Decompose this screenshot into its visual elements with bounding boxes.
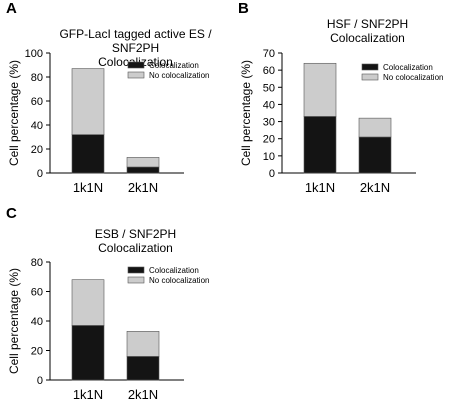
legend-swatch [127, 266, 145, 274]
y-tick-label: 70 [263, 48, 275, 60]
bar-segment-colocalization [71, 134, 105, 174]
x-tick-label: 1k1N [305, 180, 335, 195]
x-tick-label: 2k1N [360, 180, 390, 195]
legend-label: Colocalization [383, 63, 433, 72]
y-tick-label: 60 [31, 96, 43, 108]
bar-segment-no-colocalization [126, 331, 160, 357]
y-axis-label: Cell percentage (%) [7, 60, 21, 166]
panel-letter: A [6, 0, 17, 17]
y-tick-label: 40 [31, 316, 43, 328]
bar-segment-colocalization [126, 356, 160, 381]
chart-title: HSF / SNF2PH Colocalization [272, 17, 463, 45]
y-tick-label: 40 [263, 99, 275, 111]
y-axis-label: Cell percentage (%) [7, 268, 21, 374]
legend-swatch [127, 276, 145, 284]
legend-swatch [361, 73, 379, 81]
chart-title: ESB / SNF2PH Colocalization [40, 227, 231, 255]
bar-segment-colocalization [303, 116, 337, 174]
chart-title-line-1: GFP-LacI tagged active ES / SNF2PH [59, 27, 212, 55]
panel-c: C ESB / SNF2PH Colocalization 0 20 40 60 80 C… [0, 205, 231, 404]
x-tick-label: 2k1N [128, 387, 158, 402]
legend-swatch [127, 61, 145, 69]
y-tick-label: 100 [25, 48, 43, 60]
legend-label: No colocalization [149, 276, 209, 285]
stacked-bar-chart: 0 20 40 60 80 Cell percentage (%) 1k1N 2k1N Colo… [7, 257, 209, 402]
y-tick-label: 20 [31, 144, 43, 156]
y-tick-label: 60 [263, 65, 275, 77]
chart-title-line-2: Colocalization [330, 31, 405, 45]
y-tick-label: 10 [263, 151, 275, 163]
y-tick-label: 20 [31, 346, 43, 358]
y-tick-label: 0 [269, 168, 275, 180]
legend-swatch [127, 71, 145, 79]
x-tick-label: 2k1N [128, 180, 158, 195]
chart-title-line-1: HSF / SNF2PH [326, 17, 409, 31]
stacked-bar-chart: 0 10 20 30 40 50 60 70 Cell percentage (%) 1k1N 2k… [239, 48, 443, 195]
legend-label: Colocalization [149, 266, 199, 275]
y-tick-label: 20 [263, 134, 275, 146]
y-tick-label: 40 [31, 120, 43, 132]
legend-label: No colocalization [383, 73, 443, 82]
panel-a: A GFP-LacI tagged active ES / SNF2PH Col… [0, 0, 231, 200]
y-axis-label: Cell percentage (%) [239, 60, 253, 166]
chart-title-line-1: ESB / SNF2PH [94, 227, 177, 241]
y-tick-label: 80 [31, 72, 43, 84]
chart-title: GFP-LacI tagged active ES / SNF2PH Coloc… [40, 27, 231, 69]
y-tick-label: 80 [31, 257, 43, 269]
bar-segment-colocalization [358, 136, 392, 174]
panel-letter: C [6, 205, 17, 222]
chart-title-line-2: Colocalization [98, 241, 173, 255]
y-tick-label: 0 [37, 375, 43, 387]
legend-label: No colocalization [149, 71, 209, 80]
panel-letter: B [238, 0, 249, 17]
legend-swatch [361, 63, 379, 71]
bar-segment-no-colocalization [126, 157, 160, 168]
y-tick-label: 0 [37, 168, 43, 180]
stacked-bar-chart: 0 20 40 60 80 100 Cell percentage (%) 1k1N 2k1N C… [7, 48, 209, 195]
x-tick-label: 1k1N [73, 387, 103, 402]
y-tick-label: 50 [263, 82, 275, 94]
bar-segment-no-colocalization [71, 68, 105, 135]
x-tick-label: 1k1N [73, 180, 103, 195]
y-tick-label: 60 [31, 287, 43, 299]
bar-segment-colocalization [126, 166, 160, 174]
bar-segment-no-colocalization [303, 62, 337, 117]
bar-segment-colocalization [71, 325, 105, 381]
panel-b: B HSF / SNF2PH Colocalization 0 10 20 30 40 5… [232, 0, 463, 200]
bar-segment-no-colocalization [358, 117, 392, 138]
legend-label: Colocalization [149, 61, 199, 70]
bar-segment-no-colocalization [71, 279, 105, 326]
y-tick-label: 30 [263, 117, 275, 129]
